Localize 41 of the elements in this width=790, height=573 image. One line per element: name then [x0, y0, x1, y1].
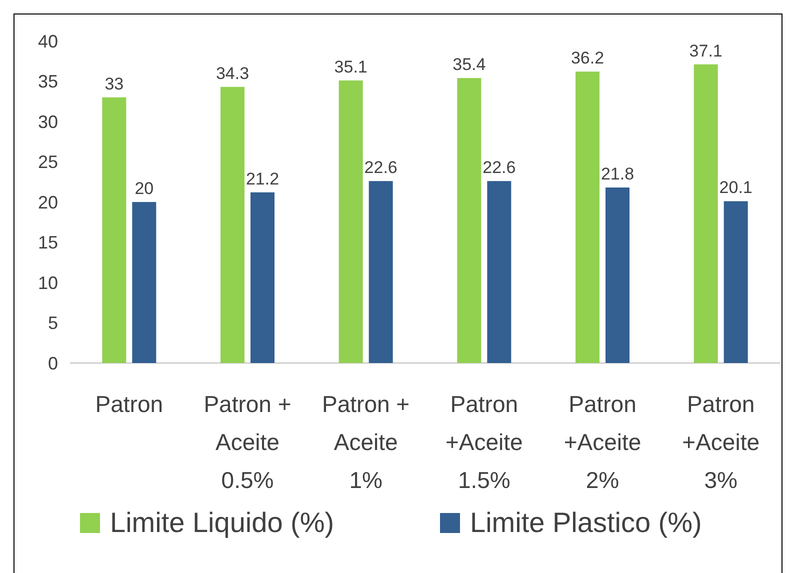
data-label: 20: [134, 179, 154, 198]
y-tick-label: 0: [48, 353, 58, 374]
data-label: 35.1: [334, 57, 368, 76]
data-label: 33: [104, 74, 124, 94]
data-label: 35.4: [452, 55, 486, 74]
data-label: 21.8: [600, 164, 634, 184]
y-tick-label: 25: [38, 152, 58, 172]
data-label: 21.2: [246, 169, 280, 188]
legend-label: Limite Plastico (%): [470, 507, 702, 538]
x-tick-label: Patron + Aceite 0.5%: [204, 391, 292, 493]
y-tick-label: 5: [48, 313, 58, 334]
x-tick-label: Patron +Aceite 3%: [682, 391, 760, 493]
bar: [368, 181, 393, 363]
bar: [457, 78, 482, 363]
data-label: 34.3: [216, 64, 250, 83]
bar: [250, 192, 274, 363]
y-tick-label: 15: [38, 232, 58, 253]
data-label: 36.2: [570, 48, 604, 68]
bar: [338, 80, 363, 363]
y-tick-label: 40: [38, 31, 58, 52]
data-label: 22.6: [482, 158, 516, 178]
y-tick-label: 35: [38, 72, 58, 92]
bar: [102, 97, 126, 363]
data-label: 20.1: [719, 178, 752, 198]
x-tick-label: Patron: [95, 391, 164, 417]
bar: [606, 188, 630, 363]
bar: [487, 181, 512, 363]
y-tick-label: 20: [38, 192, 58, 212]
bar: [724, 201, 748, 363]
x-tick-label: Patron +Aceite 1.5%: [445, 391, 523, 493]
x-tick-label: Patron +Aceite 2%: [564, 391, 642, 493]
bar: [694, 64, 718, 363]
data-label: 37.1: [689, 41, 722, 60]
y-tick-label: 30: [38, 112, 58, 132]
bar: [132, 202, 156, 363]
x-tick-label: Patron + Aceite 1%: [322, 391, 410, 493]
bar: [576, 72, 600, 363]
legend-label: Limite Liquido (%): [110, 507, 334, 538]
y-tick-label: 10: [38, 272, 58, 293]
bar: [220, 86, 244, 363]
data-label: 22.6: [364, 158, 398, 178]
